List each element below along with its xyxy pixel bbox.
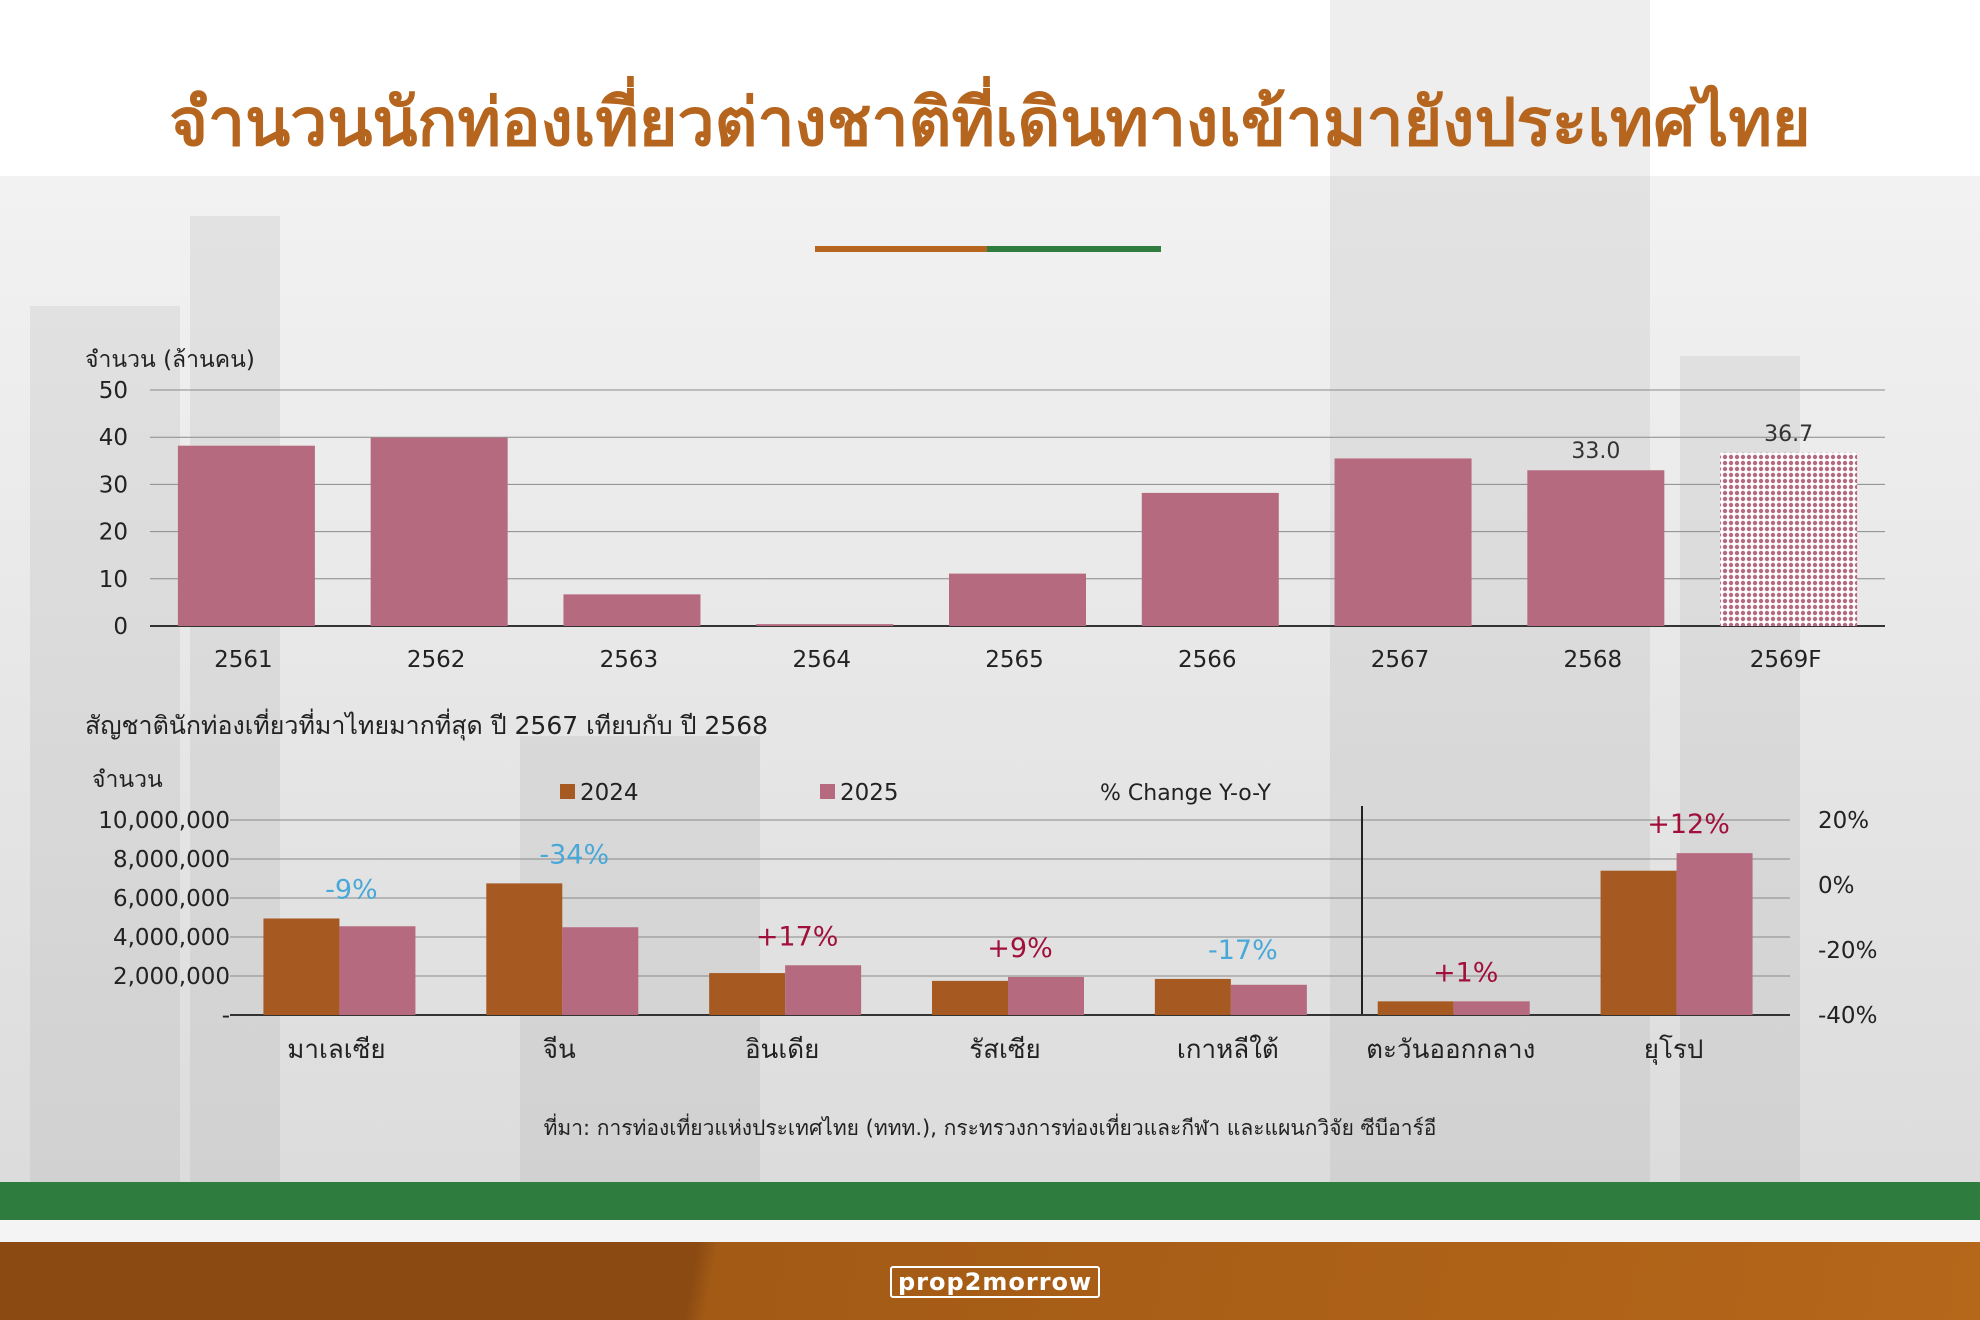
bar-2025 (1453, 1001, 1530, 1015)
brand-logo: prop2morrow (890, 1266, 1101, 1298)
change-label: +1% (1433, 957, 1498, 988)
bar (370, 437, 508, 626)
x-tick-label: 2565 (985, 647, 1044, 673)
data-label: 36.7 (1764, 422, 1813, 447)
y-tick-label: 0 (113, 614, 128, 640)
y-tick-label: 6,000,000 (113, 886, 230, 912)
bar-2024 (1600, 870, 1677, 1015)
bar-2025 (562, 927, 639, 1015)
bar (563, 594, 701, 626)
bar (949, 573, 1086, 626)
change-label: -17% (1208, 935, 1278, 966)
y-tick-label: 20 (99, 520, 128, 546)
x-tick-label: เกาหลีใต้ (1177, 1035, 1279, 1065)
y-tick-label: - (222, 1003, 230, 1029)
y2-tick-label: -40% (1818, 1003, 1877, 1029)
change-label: -34% (539, 839, 609, 870)
x-tick-label: 2569F (1750, 647, 1822, 673)
bar (1334, 458, 1472, 626)
bar (177, 445, 315, 626)
bar-2024 (932, 980, 1008, 1015)
footer-band-white (0, 1220, 1980, 1242)
legend-swatch-2025 (820, 784, 835, 799)
x-tick-label: อินเดีย (745, 1035, 819, 1065)
data-label: 33.0 (1571, 439, 1620, 464)
y2-tick-label: 20% (1818, 808, 1869, 834)
x-tick-label: จีน (543, 1035, 576, 1065)
y-tick-label: 4,000,000 (113, 925, 230, 951)
bar-2025 (1008, 976, 1084, 1015)
bar-2025 (339, 926, 416, 1015)
bar-2024 (709, 973, 786, 1015)
bar-2024 (263, 918, 340, 1015)
y-tick-label: 40 (99, 425, 128, 451)
building-shape (190, 216, 280, 1186)
x-tick-label: 2563 (600, 647, 659, 673)
bar (1141, 492, 1279, 626)
x-tick-label: 2567 (1371, 647, 1430, 673)
y-tick-label: 50 (99, 378, 128, 404)
bar-2024 (1377, 1001, 1454, 1015)
legend-swatch-2024 (560, 784, 575, 799)
y2-axis-label: % Change Y-o-Y (1100, 781, 1271, 806)
chart1-ylabel: จำนวน (ล้านคน) (85, 347, 255, 373)
bar-forecast (1720, 452, 1858, 626)
x-tick-label: ยุโรป (1644, 1034, 1704, 1065)
footer-band-brown (0, 1242, 1980, 1320)
y-tick-label: 30 (99, 472, 128, 498)
building-shape (30, 306, 180, 1186)
change-label: -9% (325, 874, 378, 905)
x-tick-label: 2561 (214, 647, 273, 673)
y-tick-label: 10,000,000 (98, 808, 230, 834)
x-tick-label: มาเลเซีย (287, 1035, 385, 1065)
title-underline-left (815, 246, 987, 252)
chart-annual-arrivals: 0 10 20 30 40 50 2561 2562 2563 2564 2565 2566 2567 2… (99, 378, 1885, 673)
y2-tick-label: -20% (1818, 938, 1877, 964)
bar-2025 (1230, 984, 1307, 1015)
bar (1527, 470, 1665, 626)
x-tick-label: 2562 (407, 647, 466, 673)
change-label: +9% (987, 933, 1052, 964)
y-tick-label: 10 (99, 567, 128, 593)
change-label: +17% (756, 921, 839, 952)
y2-tick-label: 0% (1818, 873, 1855, 899)
x-tick-label: 2566 (1178, 647, 1237, 673)
chart2-ylabel: จำนวน (92, 767, 163, 793)
change-label: +12% (1647, 809, 1730, 840)
x-tick-label: รัสเซีย (969, 1035, 1041, 1065)
bar-2025 (785, 965, 862, 1015)
chart-nationality-arrivals: - 2,000,000 4,000,000 6,000,000 8,000,000 10,… (98, 780, 1877, 1065)
y-tick-label: 2,000,000 (113, 964, 230, 990)
source-note: ที่มา: การท่องเที่ยวแห่งประเทศไทย (ททท.)… (543, 1116, 1437, 1140)
x-tick-label: ตะวันออกกลาง (1366, 1035, 1535, 1065)
bar-2024 (486, 883, 563, 1015)
footer-band-green (0, 1182, 1980, 1220)
x-tick-label: 2568 (1564, 647, 1623, 673)
bar (756, 624, 894, 626)
legend-label-2024: 2024 (580, 780, 639, 806)
legend-label-2025: 2025 (840, 780, 899, 806)
y-tick-label: 8,000,000 (113, 847, 230, 873)
bar-2025 (1676, 853, 1753, 1015)
chart2-title: สัญชาตินักท่องเที่ยวที่มาไทยมากที่สุด ปี… (85, 711, 769, 740)
page-title: จำนวนนักท่องเที่ยวต่างชาติที่เดินทางเข้า… (169, 84, 1811, 161)
bar-2024 (1154, 978, 1231, 1015)
title-underline-right (987, 246, 1161, 252)
x-tick-label: 2564 (792, 647, 851, 673)
